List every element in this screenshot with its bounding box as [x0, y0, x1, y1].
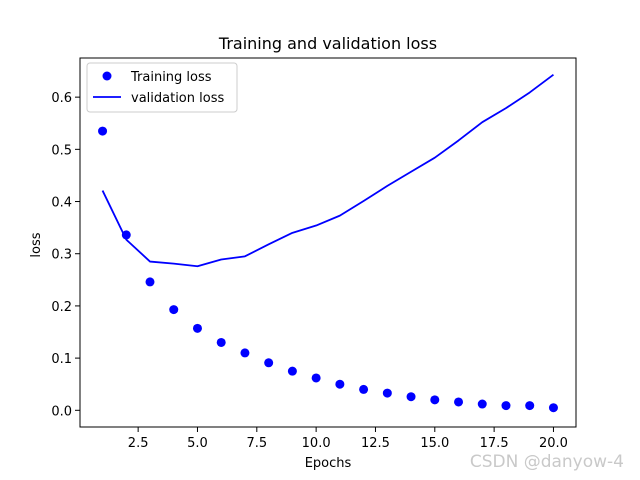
- y-tick-label: 0.4: [51, 196, 72, 211]
- training-loss-point: [406, 392, 416, 402]
- legend-label-training: Training loss: [130, 70, 212, 85]
- training-loss-point: [98, 126, 108, 136]
- training-loss-point: [382, 388, 392, 398]
- y-tick-label: 0.3: [51, 248, 72, 263]
- legend-label-validation: validation loss: [131, 91, 224, 106]
- y-tick-label: 0.1: [51, 352, 72, 367]
- training-loss-point: [216, 337, 226, 347]
- legend-marker-training: [102, 71, 112, 81]
- training-loss-point: [192, 323, 202, 333]
- plot-frame: [79, 57, 577, 428]
- training-loss-point: [548, 403, 558, 413]
- training-loss-point: [240, 348, 250, 358]
- x-axis-label: Epochs: [305, 456, 352, 471]
- x-tick-label: 10.0: [302, 436, 331, 451]
- x-tick-label: 12.5: [361, 436, 390, 451]
- x-axis: 2.5 5.0 7.5 10.0 12.5 15.0 17.5 20.0: [128, 427, 568, 451]
- y-axis-label: loss: [29, 232, 44, 257]
- training-loss-point: [121, 230, 131, 240]
- x-tick-label: 20.0: [539, 436, 568, 451]
- x-tick-label: 7.5: [246, 436, 267, 451]
- training-loss-point: [430, 395, 440, 405]
- y-tick-label: 0.0: [51, 404, 72, 419]
- plot-area: [79, 57, 577, 428]
- validation-loss-line: [101, 73, 554, 268]
- y-axis: 0.0 0.1 0.2 0.3 0.4 0.5 0.6: [51, 91, 80, 419]
- legend: Training loss validation loss: [86, 62, 238, 113]
- training-loss-point: [525, 401, 535, 411]
- x-tick-label: 17.5: [480, 436, 509, 451]
- watermark: CSDN @danyow-4: [470, 452, 624, 472]
- x-tick-label: 2.5: [128, 436, 149, 451]
- y-tick-label: 0.6: [51, 91, 72, 106]
- training-loss-point: [335, 379, 345, 389]
- training-loss-point: [454, 397, 464, 407]
- x-tick-label: 5.0: [187, 436, 208, 451]
- legend-box: [86, 62, 238, 113]
- training-loss-point: [477, 399, 487, 409]
- training-loss-point: [287, 366, 297, 376]
- chart-title: Training and validation loss: [218, 34, 437, 53]
- training-loss-point: [501, 401, 511, 411]
- y-tick-label: 0.2: [51, 300, 72, 315]
- x-tick-label: 15.0: [420, 436, 449, 451]
- training-loss-point: [311, 373, 321, 383]
- training-loss-point: [264, 358, 274, 368]
- training-loss-point: [145, 277, 155, 287]
- y-tick-label: 0.5: [51, 143, 72, 158]
- training-loss-point: [169, 305, 179, 315]
- training-loss-point: [359, 384, 369, 394]
